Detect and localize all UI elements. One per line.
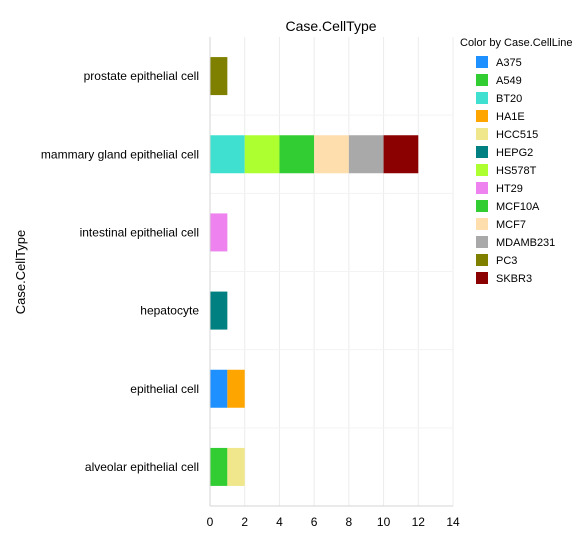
x-tick-label: 12 [412, 515, 426, 529]
legend-label-skbr3: SKBR3 [496, 273, 532, 285]
x-tick-label: 8 [346, 515, 353, 529]
legend-swatch-mcf7 [476, 218, 488, 230]
bar-ha1e-epithelial-cell [227, 369, 245, 408]
legend-label-hcc515: HCC515 [496, 129, 538, 141]
legend-swatch-hcc515 [476, 128, 488, 140]
legend-label-pc3: PC3 [496, 255, 517, 267]
bar-ht29-intestinal-epithelial-cell [210, 213, 228, 252]
legend-swatch-ht29 [476, 182, 488, 194]
legend-swatch-skbr3 [476, 272, 488, 284]
legend-label-mcf10a: MCF10A [496, 201, 540, 213]
x-tick-label: 10 [377, 515, 391, 529]
x-tick-label: 14 [446, 515, 460, 529]
bars-layer [210, 57, 419, 486]
bar-mcf10a-mammary-gland-epithelial-cell [279, 135, 315, 174]
y-tick-label: alveolar epithelial cell [85, 460, 199, 474]
chart-title: Case.CellType [285, 18, 376, 34]
legend-swatch-hepg2 [476, 146, 488, 158]
bar-mcf7-mammary-gland-epithelial-cell [314, 135, 349, 174]
bar-hepg2-hepatocyte [210, 291, 228, 330]
legend-swatch-a549 [476, 74, 488, 86]
legend-swatch-mcf10a [476, 200, 488, 212]
legend-label-mcf7: MCF7 [496, 219, 526, 231]
legend-items: A375 A549 BT20 HA1E HCC515 HEPG2 HS578T HT29 MCF… [476, 56, 555, 285]
axes-layer: 0 2 4 6 8 10 12 14 prostate epithelial cell mamma… [41, 37, 460, 529]
legend-label-hs578t: HS578T [496, 165, 537, 177]
legend-label-a549: A549 [496, 75, 522, 87]
legend-swatch-ha1e [476, 110, 488, 122]
bar-a375-epithelial-cell [210, 369, 228, 408]
bar-bt20-mammary-gland-epithelial-cell [210, 135, 245, 174]
y-tick-label: mammary gland epithelial cell [41, 147, 199, 161]
legend-swatch-pc3 [476, 254, 488, 266]
x-tick-label: 6 [311, 515, 318, 529]
legend-label-ht29: HT29 [496, 183, 523, 195]
legend-label-mdamb231: MDAMB231 [496, 237, 555, 249]
bar-skbr3-mammary-gland-epithelial-cell [383, 135, 419, 174]
x-tick-label: 4 [276, 515, 283, 529]
legend-label-hepg2: HEPG2 [496, 147, 533, 159]
grid-layer [210, 37, 454, 506]
y-axis-title: Case.CellType [13, 230, 28, 315]
bar-a549-alveolar-epithelial-cell [210, 447, 228, 486]
y-tick-label: epithelial cell [130, 382, 199, 396]
legend-swatch-bt20 [476, 92, 488, 104]
bar-pc3-prostate-epithelial-cell [210, 57, 228, 96]
x-tick-label: 0 [207, 515, 214, 529]
legend-swatch-a375 [476, 56, 488, 68]
y-tick-label: intestinal epithelial cell [80, 225, 199, 239]
legend-label-ha1e: HA1E [496, 111, 525, 123]
legend: Color by Case.CellLine A375 A549 BT20 HA1E H… [460, 37, 573, 285]
y-tick-label: prostate epithelial cell [84, 69, 199, 83]
y-tick-label: hepatocyte [140, 304, 199, 318]
bar-hs578t-mammary-gland-epithelial-cell [244, 135, 280, 174]
bar-mdamb231-mammary-gland-epithelial-cell [348, 135, 384, 174]
legend-swatch-hs578t [476, 164, 488, 176]
bar-hcc515-alveolar-epithelial-cell [227, 447, 245, 486]
legend-title: Color by Case.CellLine [460, 37, 573, 49]
legend-label-bt20: BT20 [496, 93, 522, 105]
legend-label-a375: A375 [496, 57, 522, 69]
legend-swatch-mdamb231 [476, 236, 488, 248]
x-tick-label: 2 [241, 515, 248, 529]
